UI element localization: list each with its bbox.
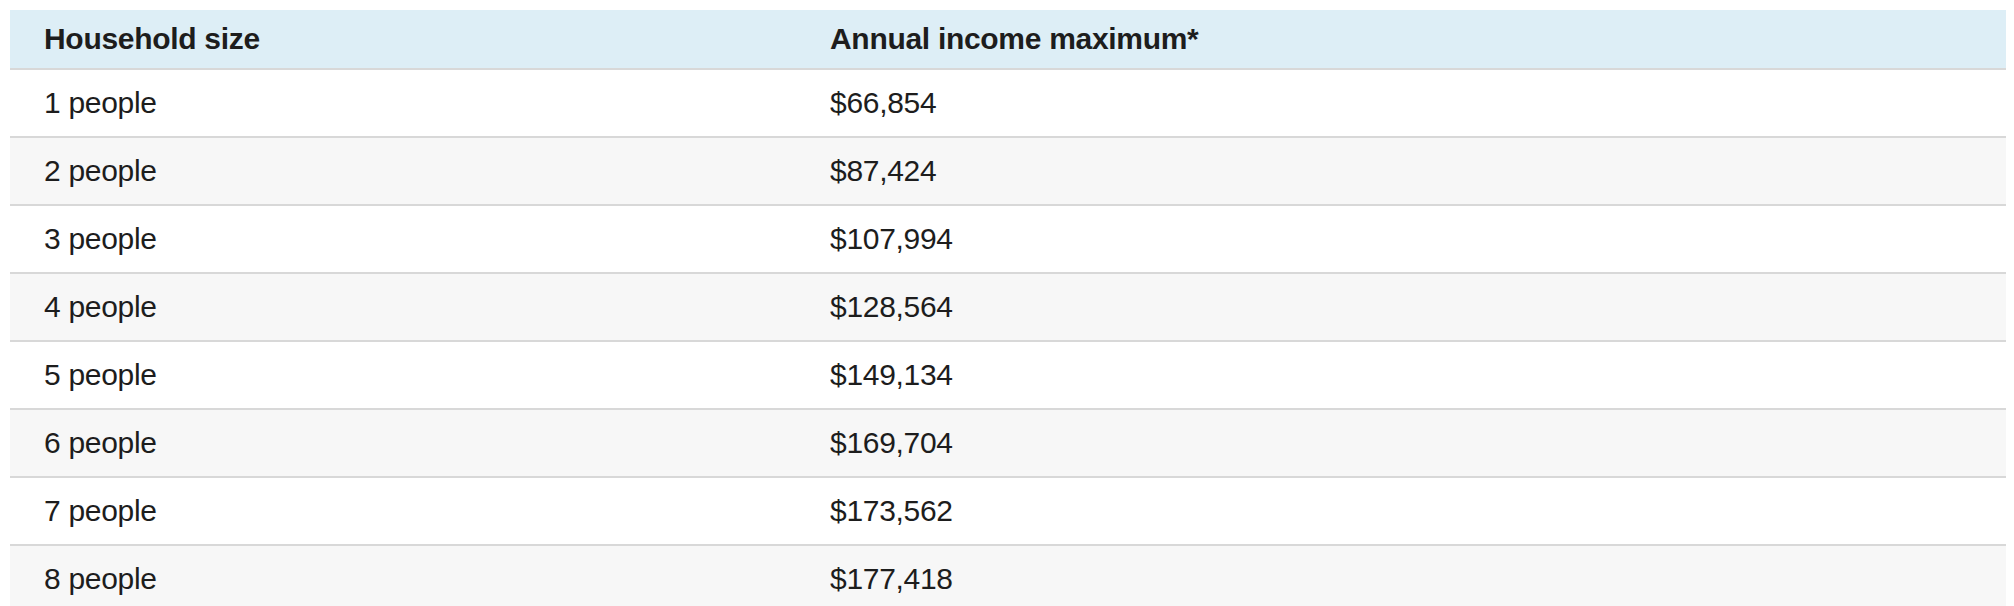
income-maximum-cell: $149,134 [830, 341, 2006, 409]
column-header-annual-income-maximum: Annual income maximum* [830, 10, 2006, 69]
household-size-cell: 2 people [10, 137, 830, 205]
income-table-container: Household size Annual income maximum* 1 … [0, 0, 2014, 606]
income-maximum-cell: $128,564 [830, 273, 2006, 341]
household-size-cell: 7 people [10, 477, 830, 545]
table-row: 8 people $177,418 [10, 545, 2006, 606]
table-row: 3 people $107,994 [10, 205, 2006, 273]
household-size-cell: 3 people [10, 205, 830, 273]
household-size-cell: 5 people [10, 341, 830, 409]
table-row: 6 people $169,704 [10, 409, 2006, 477]
column-header-household-size: Household size [10, 10, 830, 69]
table-row: 1 people $66,854 [10, 69, 2006, 137]
table-row: 2 people $87,424 [10, 137, 2006, 205]
household-size-cell: 6 people [10, 409, 830, 477]
income-maximum-cell: $177,418 [830, 545, 2006, 606]
income-maximum-cell: $107,994 [830, 205, 2006, 273]
table-row: 4 people $128,564 [10, 273, 2006, 341]
household-size-cell: 1 people [10, 69, 830, 137]
income-maximum-cell: $173,562 [830, 477, 2006, 545]
income-maximum-cell: $169,704 [830, 409, 2006, 477]
table-row: 5 people $149,134 [10, 341, 2006, 409]
table-header-row: Household size Annual income maximum* [10, 10, 2006, 69]
income-limits-table: Household size Annual income maximum* 1 … [10, 10, 2006, 606]
household-size-cell: 8 people [10, 545, 830, 606]
household-size-cell: 4 people [10, 273, 830, 341]
income-maximum-cell: $66,854 [830, 69, 2006, 137]
income-maximum-cell: $87,424 [830, 137, 2006, 205]
table-row: 7 people $173,562 [10, 477, 2006, 545]
